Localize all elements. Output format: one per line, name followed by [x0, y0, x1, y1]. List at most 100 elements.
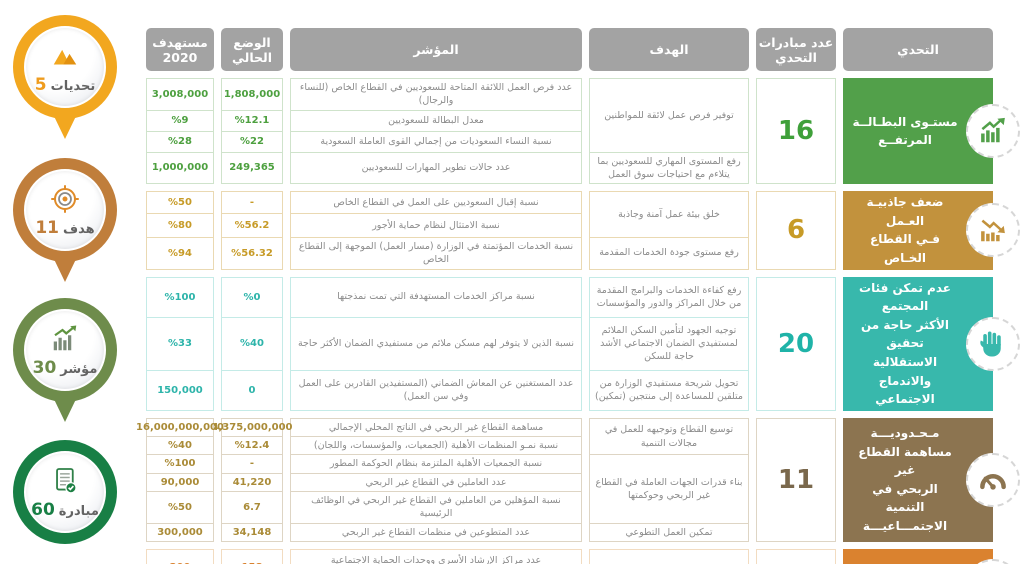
- current-value-cell: %56.32: [221, 237, 283, 270]
- current-value-cell: 249,365: [221, 152, 283, 185]
- indicators-label: مؤشر: [60, 361, 98, 377]
- kpi-table: التحدي عدد مبادرات التحدي الهدف المؤشر ا…: [136, 28, 1020, 564]
- col-header-challenge: التحدي: [843, 28, 993, 71]
- indicator-cell: عدد العاملين في القطاع غير الربحي: [290, 473, 582, 492]
- goal-cell: تحويل شريحة مستفيدي الوزارة من متلقين لل…: [589, 370, 749, 411]
- indicator-cell: عدد فرص العمل اللائقة المتاحة للسعوديين …: [290, 78, 582, 111]
- goal-cell: إيجاد منظومة متكاملة للحماية الأسرية: [589, 548, 749, 564]
- document-check-icon: [51, 465, 80, 497]
- indicators-badge: 30 مؤشر: [13, 298, 117, 402]
- initiatives-count-cell: 11: [756, 417, 836, 542]
- goals-label: هدف: [63, 221, 95, 237]
- summary-badges-rail: 5 تحديات 11 هدف 30 مؤشر: [0, 0, 140, 564]
- challenge-title: ضعف جاذبيـة العـمل فـي القطاع الخـاص: [866, 195, 944, 265]
- indicator-cell: نسبة الامتثال لنظام حماية الأجور: [290, 214, 582, 238]
- challenge-section-5: تـزايـد حـالات العنف الأسري 7 إيجاد منظومة…: [146, 548, 1020, 564]
- table-body: مستـوى البطـالــة المرتفــع 16 توفير فرص ع…: [136, 78, 1020, 564]
- gauge-icon: [966, 452, 1020, 507]
- col-header-current: الوضع الحالي: [221, 28, 283, 71]
- initiatives-label: مبادرة: [58, 503, 99, 519]
- goal-cell: توسيع القطاع وتوجيهه للعمل في مجالات الت…: [589, 417, 749, 456]
- current-value-cell: -: [221, 455, 283, 474]
- goal-cell: بناء قدرات الجهات العاملة في القطاع غير …: [589, 455, 749, 524]
- challenges-badge-inner: 5 تحديات: [24, 26, 106, 108]
- challenge-section-3: عدم تمكن فئات المجتمع الأكثر حاجة من تحق…: [146, 276, 1020, 411]
- challenge-section-4: مـحـدوديـــة مساهمة القطاع غير الربحي في…: [136, 417, 1020, 542]
- indicator-cell: عدد المتطوعين في منظمات القطاع غير الربح…: [290, 523, 582, 542]
- initiatives-badge-inner: 60 مبادرة: [24, 451, 106, 533]
- target-value-cell: %33: [146, 317, 214, 371]
- indicator-cell: نسبة مراكز الخدمات المستهدفة التي تمت نم…: [290, 276, 582, 318]
- indicator-cell: عدد المستغنين عن المعاش الضماني (المستفي…: [290, 370, 582, 411]
- target-value-cell: 90,000: [146, 473, 214, 492]
- initiatives-count-cell: 20: [756, 276, 836, 411]
- target-icon: [50, 183, 80, 215]
- target-value-cell: %50: [146, 491, 214, 524]
- current-value-cell: %40: [221, 317, 283, 371]
- indicator-cell: مساهمة القطاع غير الربحي في الناتج المحل…: [290, 417, 582, 438]
- current-value-cell: 0: [221, 370, 283, 411]
- col-header-initiatives: عدد مبادرات التحدي: [756, 28, 836, 71]
- challenge-cell: عدم تمكن فئات المجتمع الأكثر حاجة من تحق…: [843, 276, 1020, 411]
- target-value-cell: 3,008,000: [146, 78, 214, 111]
- indicator-cell: نسبة نمـو المنظمات الأهلية (الجمعيات، وا…: [290, 437, 582, 456]
- target-value-cell: %40: [146, 437, 214, 456]
- current-value-cell: 158: [221, 548, 283, 564]
- goal-cell: رفع المستوى المهاري للسعوديين بما يتلاءم…: [589, 152, 749, 185]
- indicator-cell: عدد مراكز الإرشاد الأسري ووحدات الحماية …: [290, 548, 582, 564]
- indicator-cell: معدل البطالة للسعوديين: [290, 110, 582, 132]
- challenge-cell: مـحـدوديـــة مساهمة القطاع غير الربحي في…: [843, 417, 1020, 542]
- challenges-count: 5: [34, 74, 47, 95]
- goal-cell: رفع كفاءة الخدمات والبرامج المقدمة من خل…: [589, 276, 749, 318]
- target-value-cell: 150,000: [146, 370, 214, 411]
- indicators-count: 30: [32, 357, 57, 378]
- current-value-cell: %0: [221, 276, 283, 318]
- challenge-cell: تـزايـد حـالات العنف الأسري: [843, 548, 1020, 564]
- target-value-cell: %100: [146, 276, 214, 318]
- goal-cell: توفير فرص عمل لائقة للمواطنين: [589, 78, 749, 153]
- current-value-cell: 4,375,000,000: [212, 417, 293, 438]
- target-value-cell: %100: [146, 455, 214, 474]
- current-value-cell: %56.2: [221, 214, 283, 238]
- challenge-section-1: مستـوى البطـالــة المرتفــع 16 توفير فرص ع…: [146, 78, 1020, 185]
- challenge-title: مستـوى البطـالــة المرتفــع: [852, 114, 958, 148]
- goals-count: 11: [35, 217, 60, 238]
- initiatives-count-cell: 16: [756, 78, 836, 185]
- target-value-cell: 16,000,000,000: [136, 417, 224, 438]
- target-value-cell: 300,000: [146, 523, 214, 542]
- target-value-cell: %50: [146, 191, 214, 215]
- goal-cell: توجيه الجهود لتأمين السكن الملائم لمستفي…: [589, 317, 749, 371]
- goal-cell: خلق بيئة عمل آمنة وجاذبة: [589, 191, 749, 238]
- target-value-cell: %80: [146, 214, 214, 238]
- indicators-badge-inner: 30 مؤشر: [24, 309, 106, 391]
- target-value-cell: %28: [146, 131, 214, 153]
- challenges-label: تحديات: [50, 78, 96, 94]
- trend-down-icon: [966, 203, 1020, 258]
- challenge-title: عدم تمكن فئات المجتمع الأكثر حاجة من تحق…: [859, 280, 951, 407]
- indicator-cell: نسبة الخدمات المؤتمتة في الوزارة (مسار ا…: [290, 237, 582, 270]
- current-value-cell: %22: [221, 131, 283, 153]
- target-value-cell: 1,000,000: [146, 152, 214, 185]
- col-header-goal: الهدف: [589, 28, 749, 71]
- current-value-cell: 6.7: [221, 491, 283, 524]
- challenge-cell: ضعف جاذبيـة العـمل فـي القطاع الخـاص: [843, 191, 1020, 270]
- challenges-badge: 5 تحديات: [13, 15, 117, 119]
- initiatives-count-cell: 6: [756, 191, 836, 270]
- indicator-cell: نسبة إقبال السعوديين على العمل في القطاع…: [290, 191, 582, 215]
- challenge-cell: مستـوى البطـالــة المرتفــع: [843, 78, 1020, 185]
- challenge-title: مـحـدوديـــة مساهمة القطاع غير الربحي في…: [858, 425, 952, 533]
- current-value-cell: 1,808,000: [221, 78, 283, 111]
- indicator-cell: نسبة النساء السعوديات من إجمالي القوى ال…: [290, 131, 582, 153]
- challenge-section-2: ضعف جاذبيـة العـمل فـي القطاع الخـاص 6 خلق…: [146, 191, 1020, 270]
- bar-chart-icon: [50, 323, 80, 355]
- initiatives-count: 60: [31, 499, 55, 520]
- mountains-icon: [49, 40, 81, 72]
- fists-icon: [966, 558, 1020, 564]
- target-value-cell: %9: [146, 110, 214, 132]
- current-value-cell: 41,220: [221, 473, 283, 492]
- table-header-row: التحدي عدد مبادرات التحدي الهدف المؤشر ا…: [146, 28, 993, 71]
- current-value-cell: %12.1: [221, 110, 283, 132]
- trend-up-icon: [966, 104, 1020, 159]
- goal-cell: تمكين العمل التطوعي: [589, 523, 749, 542]
